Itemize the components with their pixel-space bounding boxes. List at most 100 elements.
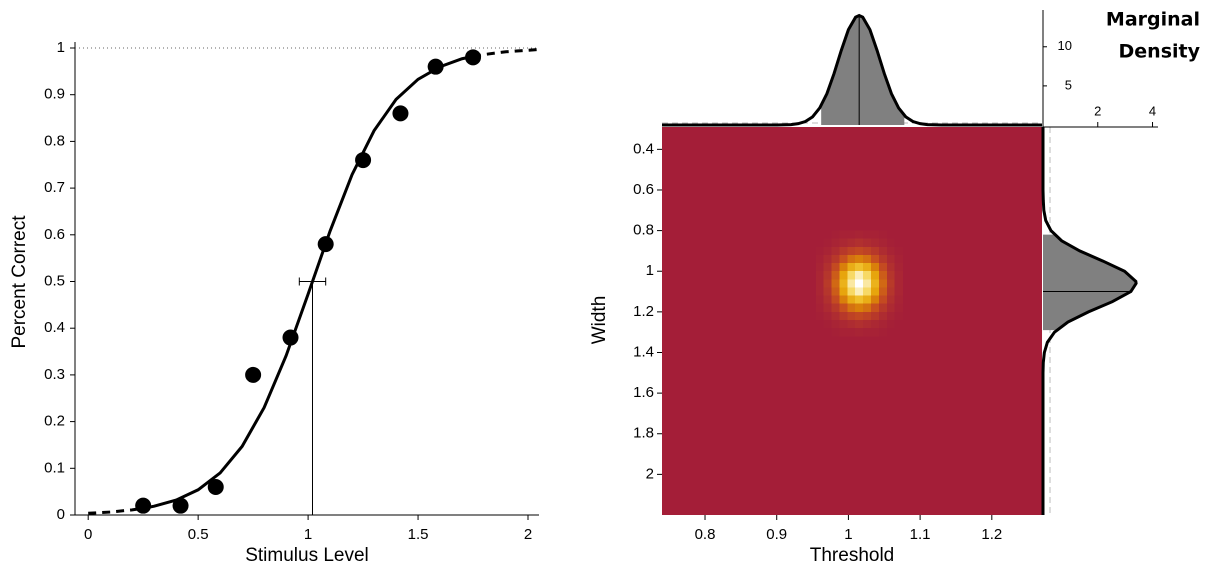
data-point	[282, 329, 299, 346]
heatmap-cell	[863, 271, 872, 280]
data-point	[355, 152, 372, 169]
fit-curve	[472, 47, 540, 58]
heatmap-cell	[863, 303, 872, 313]
heatmap-cell	[894, 303, 904, 313]
heatmap-cell	[871, 287, 880, 297]
y-tick-label: 0.8	[44, 132, 65, 149]
x-tick-label: 0.5	[188, 526, 209, 543]
y-tick-label: 1	[646, 262, 654, 279]
x-tick-label: 2	[524, 526, 532, 543]
x-tick-label: 1.1	[910, 526, 931, 543]
heatmap-cell	[871, 311, 880, 321]
heatmap-cell	[863, 238, 872, 248]
heatmap-cell	[863, 279, 872, 288]
x-tick-label: 1.2	[981, 526, 1002, 543]
heatmap-cell	[871, 328, 880, 337]
heatmap-cell	[855, 319, 864, 329]
front-layer	[135, 49, 482, 514]
heatmap-cell	[831, 263, 840, 272]
heatmap-cell	[871, 319, 880, 329]
marginal-y-tick-label: 5	[1065, 77, 1072, 92]
heatmap-cell	[871, 295, 880, 305]
x-axis-label: Threshold	[810, 545, 895, 566]
heatmap-cell	[886, 311, 896, 321]
heatmap-cell	[831, 246, 840, 256]
data-point	[207, 478, 224, 495]
y-tick-label: 0.8	[633, 222, 654, 239]
heatmap-cell	[855, 279, 864, 288]
y-tick-label: 0.7	[44, 179, 65, 196]
heatmap-cell	[871, 254, 880, 264]
heatmap-cell	[847, 287, 856, 297]
y-tick-label: 0	[57, 506, 65, 523]
heatmap-cell	[863, 254, 872, 264]
heatmap-cell	[847, 279, 856, 288]
heatmap-cell	[823, 311, 833, 321]
x-tick-label: 1	[304, 526, 312, 543]
heatmap-cell	[855, 311, 864, 321]
heatmap-cell	[815, 311, 825, 321]
heatmap-cell	[878, 246, 888, 256]
heatmap-cell	[831, 238, 840, 248]
heatmap-cell	[855, 238, 864, 248]
heatmap-cell	[847, 295, 856, 305]
heatmap-cell	[871, 238, 880, 248]
heatmap-cell	[823, 271, 833, 280]
heatmap-cell	[871, 271, 880, 280]
y-tick-label: 0.4	[633, 140, 654, 157]
heatmap-cell	[839, 263, 848, 272]
heatmap-cell	[815, 230, 825, 240]
heatmap-cell	[863, 295, 872, 305]
y-tick-label: 0.5	[44, 272, 65, 289]
heatmap-cell	[886, 319, 896, 329]
heatmap-cell	[831, 328, 840, 337]
heatmap-cell	[831, 287, 840, 297]
heatmap-cell	[894, 238, 904, 248]
heatmap-cell	[871, 279, 880, 288]
heatmap-cell	[855, 295, 864, 305]
heatmap-cell	[878, 263, 888, 272]
heatmap-cell	[815, 271, 825, 280]
heatmap-cell	[878, 287, 888, 297]
heatmap-cell	[871, 263, 880, 272]
data-point	[392, 105, 409, 122]
heatmap-cell	[847, 311, 856, 321]
data-point	[135, 497, 152, 514]
heatmap-cell	[894, 254, 904, 264]
heatmap-cell	[894, 328, 904, 337]
marginal-ci-fill	[821, 15, 905, 126]
heatmap-cell	[894, 263, 904, 272]
heatmap-cell	[871, 246, 880, 256]
marginal-title: Density	[1119, 41, 1201, 63]
heatmap-cell	[839, 311, 848, 321]
heatmap-cell	[886, 254, 896, 264]
x-tick-label: 1	[844, 526, 852, 543]
heatmap-cell	[886, 263, 896, 272]
heatmap-cell	[886, 328, 896, 337]
data-point	[427, 58, 444, 75]
heatmap-cell	[831, 230, 840, 240]
y-axis-label: Percent Correct	[9, 215, 30, 349]
heatmap-cell	[831, 303, 840, 313]
heatmap-cell	[823, 230, 833, 240]
heatmap-cell	[878, 328, 888, 337]
heatmap-cell	[823, 238, 833, 248]
y-tick-label: 0.9	[44, 86, 65, 103]
heatmap-cell	[847, 246, 856, 256]
heatmap-cell	[839, 254, 848, 264]
heatmap-cell	[823, 279, 833, 288]
marginal-ci-fill	[1043, 234, 1137, 331]
heatmap-cell	[831, 295, 840, 305]
heatmap-cell	[839, 271, 848, 280]
heatmap-cell	[886, 303, 896, 313]
y-tick-label: 0.6	[633, 181, 654, 198]
heatmap-cell	[855, 287, 864, 297]
heatmap-cell	[839, 246, 848, 256]
heatmap-cell	[839, 328, 848, 337]
heatmap-cell	[863, 319, 872, 329]
heatmap-cell	[823, 263, 833, 272]
x-tick-label: 1.5	[408, 526, 429, 543]
data-point	[465, 49, 482, 66]
heatmap-cell	[855, 230, 864, 240]
heatmap-cell	[855, 254, 864, 264]
